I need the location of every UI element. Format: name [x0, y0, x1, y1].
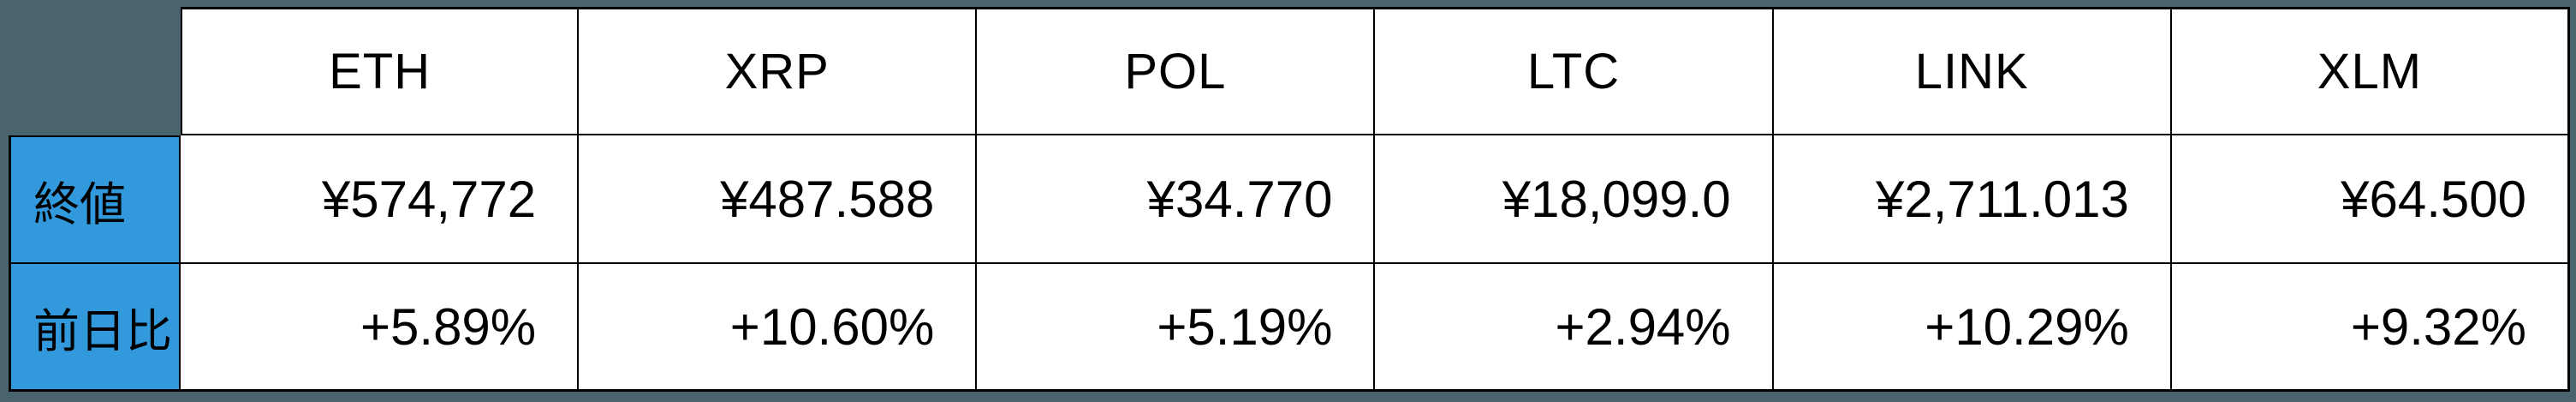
column-header-eth: ETH — [181, 7, 580, 135]
value-ltc-close: ¥18,099.0 — [1375, 135, 1774, 264]
corner-cell — [9, 7, 181, 135]
value-xrp-change: +10.60% — [579, 264, 978, 392]
value-pol-change: +5.19% — [977, 264, 1376, 392]
value-link-change: +10.29% — [1773, 264, 2172, 392]
value-xlm-close: ¥64.500 — [2171, 135, 2570, 264]
value-xrp-close: ¥487.588 — [579, 135, 978, 264]
value-ltc-change: +2.94% — [1375, 264, 1774, 392]
value-pol-close: ¥34.770 — [977, 135, 1376, 264]
value-link-close: ¥2,711.013 — [1773, 135, 2172, 264]
crypto-price-table: ETH XRP POL LTC LINK XLM 終値 ¥574,772 ¥48… — [9, 7, 2570, 392]
column-header-xlm: XLM — [2171, 7, 2570, 135]
column-header-link: LINK — [1773, 7, 2172, 135]
value-eth-close: ¥574,772 — [181, 135, 580, 264]
row-label-closing-price: 終値 — [9, 135, 181, 264]
row-label-day-change: 前日比 — [9, 264, 181, 392]
column-header-ltc: LTC — [1375, 7, 1774, 135]
value-eth-change: +5.89% — [181, 264, 580, 392]
value-xlm-change: +9.32% — [2171, 264, 2570, 392]
column-header-pol: POL — [977, 7, 1376, 135]
column-header-xrp: XRP — [579, 7, 978, 135]
